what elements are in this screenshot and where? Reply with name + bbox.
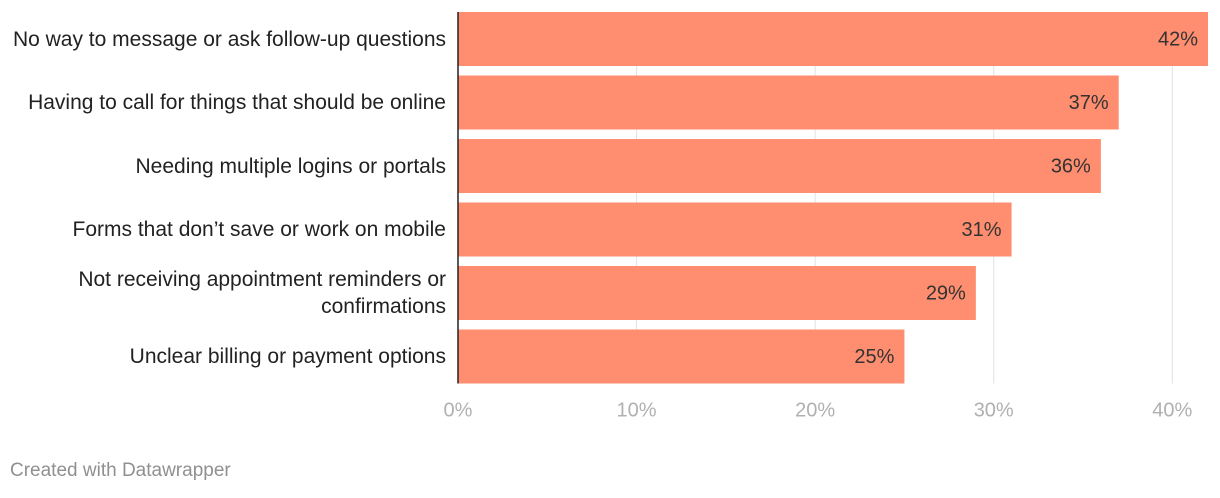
value-label: 29%	[926, 282, 966, 304]
bar	[458, 266, 976, 320]
value-label: 31%	[962, 219, 1002, 241]
bar	[458, 75, 1119, 130]
value-label: 36%	[1051, 155, 1091, 177]
value-label: 42%	[1158, 28, 1198, 50]
bar	[458, 139, 1101, 193]
x-tick-label: 30%	[974, 399, 1014, 421]
category-label: Having to call for things that should be…	[28, 91, 446, 114]
value-label: 37%	[1069, 92, 1109, 114]
value-label: 25%	[854, 346, 894, 368]
category-label: Not receiving appointment reminders or c…	[78, 268, 446, 318]
category-label: No way to message or ask follow-up quest…	[12, 27, 446, 51]
x-tick-label: 0%	[444, 399, 473, 421]
bar	[458, 202, 1012, 257]
bar	[458, 329, 905, 384]
category-label: Unclear billing or payment options	[129, 345, 446, 368]
bar	[458, 12, 1208, 66]
category-label: Needing multiple logins or portals	[135, 154, 447, 178]
category-label: Forms that don’t save or work on mobile	[72, 218, 447, 241]
x-tick-label: 10%	[617, 399, 657, 421]
x-tick-label: 40%	[1152, 399, 1192, 421]
x-tick-label: 20%	[795, 399, 835, 421]
footer: Created with Datawrapper	[10, 460, 231, 481]
